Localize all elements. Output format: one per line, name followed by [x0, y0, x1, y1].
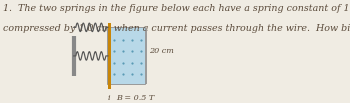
FancyBboxPatch shape	[107, 27, 145, 84]
Text: 20 cm: 20 cm	[149, 47, 174, 55]
Text: i: i	[108, 94, 111, 102]
Text: compressed by 1.0 cm when a current passes through the wire.  How big is the cur: compressed by 1.0 cm when a current pass…	[2, 24, 350, 33]
FancyBboxPatch shape	[108, 23, 111, 89]
Text: B = 0.5 T: B = 0.5 T	[117, 94, 155, 102]
Text: 1.  The two springs in the figure below each have a spring constant of 10 N/m.  : 1. The two springs in the figure below e…	[2, 4, 350, 13]
